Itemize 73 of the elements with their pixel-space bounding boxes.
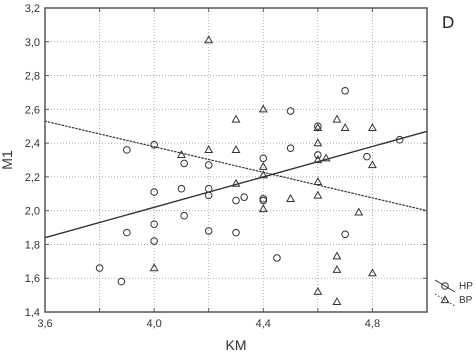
x-tick-label: 3,6: [37, 318, 53, 330]
y-tick-label: 3,0: [24, 36, 40, 49]
text: D: [442, 13, 454, 32]
point: [177, 150, 186, 158]
y-tick-label: 1,4: [24, 307, 40, 319]
point: [314, 178, 322, 186]
point: [150, 237, 158, 245]
point: [204, 184, 213, 193]
point: [286, 144, 294, 152]
point: [259, 162, 268, 170]
x-axis-title: KM: [226, 337, 246, 353]
point: [204, 192, 213, 200]
point: [96, 264, 104, 272]
point: [150, 188, 158, 196]
x-tick-label: 4,4: [256, 318, 271, 330]
point: [332, 298, 342, 305]
x-tick-label: 4,0: [146, 318, 162, 330]
point: [204, 227, 213, 235]
point: [368, 160, 377, 168]
point: [232, 179, 240, 187]
point: [204, 36, 213, 44]
point: [314, 191, 322, 199]
point: [178, 184, 186, 193]
point: [259, 105, 268, 112]
point: [232, 115, 240, 123]
point: [332, 115, 342, 123]
point: [368, 124, 377, 132]
point: [204, 161, 213, 169]
point: [180, 160, 188, 168]
point: [232, 146, 240, 153]
point: [150, 141, 158, 149]
y-tick-label: 1,6: [24, 273, 40, 286]
y-tick-label: 2,2: [24, 172, 40, 184]
point: [354, 208, 363, 216]
point: [286, 194, 295, 202]
point: [341, 230, 349, 238]
point: [396, 136, 404, 144]
y-tick-label: 2,6: [24, 104, 40, 116]
point: [259, 170, 268, 178]
y-tick-label: 2,8: [24, 70, 40, 83]
point: [204, 146, 213, 153]
point: [259, 154, 268, 162]
point: [273, 254, 281, 262]
point: [150, 220, 158, 228]
point: [314, 151, 322, 159]
point: [123, 146, 131, 154]
point: [232, 228, 240, 236]
y-axis-title: M1: [0, 150, 15, 170]
point: [240, 193, 248, 201]
point: [118, 278, 126, 286]
point: [368, 268, 377, 276]
y-tick-label: 1,8: [24, 239, 40, 252]
point: [286, 107, 294, 115]
point: [123, 228, 131, 236]
point: [259, 204, 268, 212]
point: [314, 156, 322, 164]
point: [314, 138, 322, 146]
point: [363, 152, 371, 160]
legend-label: HP: [459, 281, 474, 292]
y-tick-label: 2,0: [24, 206, 40, 218]
y-tick-label: 2,4: [24, 138, 40, 150]
point: [314, 287, 322, 295]
point: [341, 86, 349, 95]
point: [180, 212, 188, 220]
y-tick-label: 3,2: [24, 3, 40, 15]
point: [322, 154, 330, 162]
point: [150, 264, 158, 272]
point: [341, 124, 350, 132]
legend-label: BP: [459, 295, 473, 306]
point: [332, 265, 342, 273]
point: [332, 252, 342, 260]
x-tick-label: 4,8: [364, 318, 380, 330]
point: [232, 196, 240, 204]
